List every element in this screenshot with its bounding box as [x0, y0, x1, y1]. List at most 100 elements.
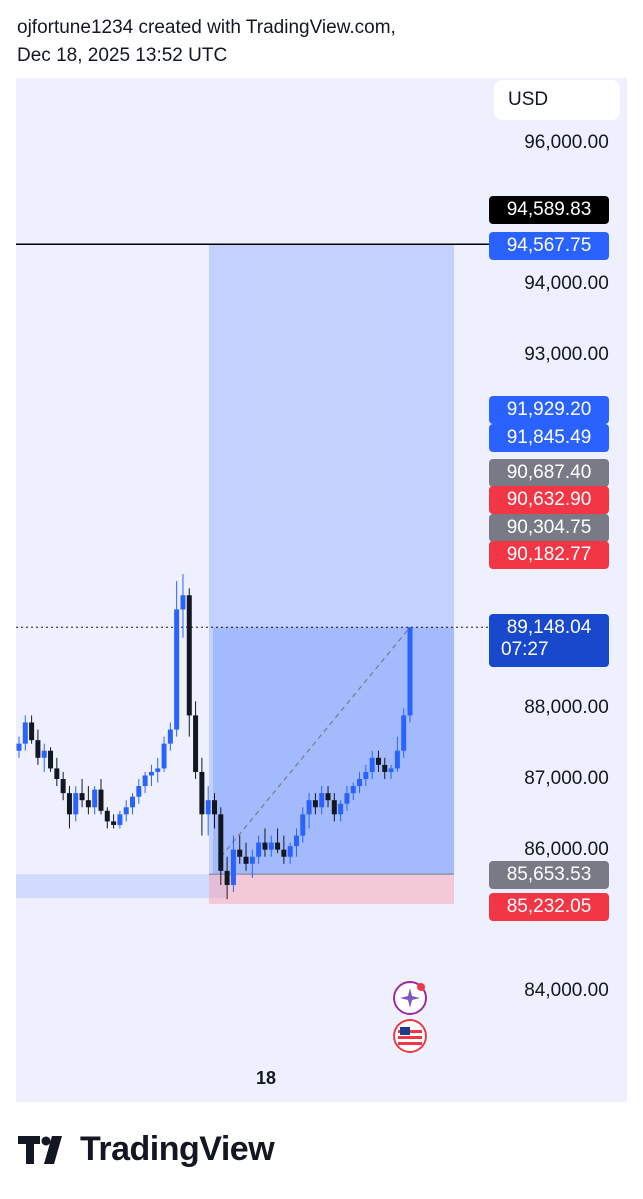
price-axis-tick: 87,000.00	[524, 768, 609, 789]
candle-body	[363, 771, 369, 779]
currency-selector[interactable]: USD	[494, 80, 620, 120]
price-tag-gray: 90,304.75	[489, 514, 609, 542]
candle-body	[54, 768, 60, 779]
candle-body	[382, 764, 388, 772]
loss-zone	[209, 874, 454, 904]
candle-body	[275, 842, 281, 850]
candle-body	[35, 740, 41, 758]
candle-body	[243, 856, 249, 864]
price-tag-black: 94,589.83	[489, 196, 609, 224]
candle-body	[249, 856, 255, 864]
candle-body	[142, 775, 148, 787]
brand-name: TradingView	[80, 1130, 275, 1168]
candle-body	[85, 800, 91, 808]
candle-body	[48, 750, 54, 769]
price-tag-red: 90,182.77	[489, 541, 609, 569]
candle-body	[388, 768, 394, 772]
us-flag-icon[interactable]	[392, 1018, 428, 1054]
candle-countdown: 07:27	[501, 639, 549, 660]
candle-body	[281, 849, 287, 857]
candle-body	[344, 793, 350, 804]
candle-body	[117, 814, 123, 825]
trade-path-line	[220, 626, 411, 858]
candle-body	[375, 757, 381, 765]
price-axis-tick: 96,000.00	[524, 132, 609, 153]
candle-body	[193, 715, 199, 772]
candle-body	[186, 595, 192, 716]
open-profit-zone	[213, 627, 454, 875]
candle-body	[111, 821, 117, 825]
candle-body	[325, 793, 331, 801]
candle-body	[41, 750, 47, 758]
candle-body	[79, 793, 85, 801]
candle-body	[66, 793, 72, 815]
candle-body	[130, 796, 136, 808]
candle-body	[60, 779, 66, 794]
price-axis-tick: 84,000.00	[524, 980, 609, 1001]
candle-body	[401, 715, 407, 751]
candle-body	[306, 800, 312, 815]
candle-body	[98, 789, 104, 811]
candle-body	[312, 800, 318, 808]
price-axis-tick: 86,000.00	[524, 838, 609, 860]
candle-body	[161, 743, 167, 769]
chart-attribution: ojfortune1234 created with TradingView.c…	[17, 14, 396, 70]
price-tag-red: 85,232.05	[489, 893, 609, 921]
candle-body	[262, 842, 268, 850]
price-tag-blue: 91,845.49	[489, 424, 609, 452]
candle-body	[268, 842, 274, 850]
candle-body	[357, 779, 363, 787]
price-tag-blue: 94,567.75	[489, 232, 609, 260]
candle-body	[287, 846, 293, 857]
candle-body	[16, 743, 22, 751]
candle-body	[293, 835, 299, 847]
candle-body	[237, 849, 243, 857]
candle-body	[350, 786, 356, 794]
candle-body	[136, 786, 142, 797]
candle-body	[319, 793, 325, 808]
candle-body	[338, 803, 344, 815]
candle-body	[205, 800, 211, 815]
candle-body	[224, 870, 230, 885]
attribution-line-2: Dec 18, 2025 13:52 UTC	[17, 45, 228, 66]
price-tag-blue: 91,929.20	[489, 396, 609, 424]
price-tag-red: 90,632.90	[489, 486, 609, 514]
support-zone	[16, 874, 226, 899]
candle-body	[331, 800, 337, 815]
profit-zone	[209, 244, 454, 875]
candle-body	[167, 729, 173, 744]
candle-body	[29, 722, 35, 741]
candle-body	[407, 627, 413, 716]
candle-body	[155, 768, 161, 772]
candle-body	[300, 814, 306, 836]
price-axis-tick: 88,000.00	[524, 697, 609, 719]
candlestick-chart[interactable]	[16, 78, 627, 1102]
ai-sparkle-icon[interactable]	[392, 980, 428, 1016]
candle-body	[73, 793, 79, 815]
candle-body	[174, 609, 180, 730]
time-axis-label: 18	[256, 1068, 277, 1088]
candle-body	[218, 814, 224, 871]
candle-body	[369, 757, 375, 772]
candle-body	[22, 722, 28, 744]
price-axis-tick: 93,000.00	[524, 344, 609, 365]
candle-body	[123, 807, 129, 815]
candle-body	[394, 750, 400, 769]
candle-body	[230, 849, 236, 885]
chart-area[interactable]: USD 96,000.00 94,000.00 93,000.00 88,000.00…	[16, 78, 627, 1102]
candle-body	[212, 800, 217, 815]
price-tag-gray: 90,687.40	[489, 459, 609, 487]
tradingview-logo: TradingView	[18, 1130, 275, 1169]
price-axis-tick: 94,000.00	[524, 273, 609, 295]
candle-body	[256, 842, 262, 857]
price-tag-gray: 85,653.53	[489, 861, 609, 889]
current-price-tag: 89,148.04 07:27	[489, 614, 609, 667]
candle-body	[199, 771, 205, 815]
candle-body	[92, 789, 98, 808]
candle-body	[148, 771, 154, 776]
tradingview-logo-icon	[18, 1135, 62, 1164]
current-price-value: 89,148.04	[506, 617, 592, 638]
attribution-line-1: ojfortune1234 created with TradingView.c…	[17, 17, 396, 38]
candle-body	[180, 595, 186, 610]
candle-body	[104, 810, 110, 822]
